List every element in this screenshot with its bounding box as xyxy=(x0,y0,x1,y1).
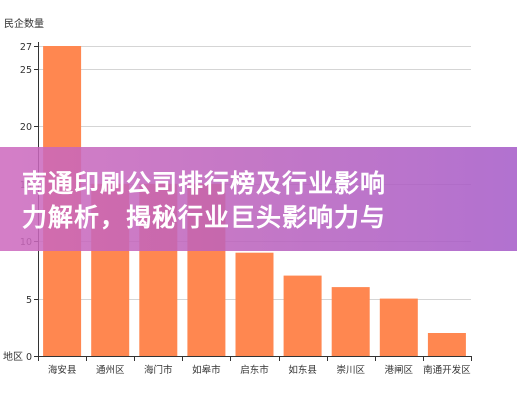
x-tick-label: 港闸区 xyxy=(385,364,414,376)
y-tick-label: 0 xyxy=(26,352,32,363)
x-tick-label: 如皋市 xyxy=(192,364,221,376)
y-tick-label: 20 xyxy=(20,122,32,133)
axes: 051015202527海安县通州区海门市如皋市启东市如东县崇川区港闸区南通开发… xyxy=(20,42,472,376)
y-tick-label: 25 xyxy=(20,65,32,76)
x-tick-label: 如东县 xyxy=(288,364,317,376)
bar-崇川区 xyxy=(331,287,370,356)
bar-南通开发区 xyxy=(427,333,466,356)
bar-启东市 xyxy=(235,252,274,356)
overlay-title-line-2: 力解析，揭秘行业巨头影响力与 xyxy=(22,203,387,232)
x-axis-name: 地区 xyxy=(3,350,23,363)
bar-如东县 xyxy=(283,275,322,356)
overlay-title: 南通印刷公司排行榜及行业影响 力解析，揭秘行业巨头影响力与 xyxy=(22,167,502,235)
y-tick-label: 27 xyxy=(20,42,32,53)
bar-港闸区 xyxy=(379,298,418,356)
x-tick-label: 南通开发区 xyxy=(423,364,471,376)
y-axis-label: 民企数量 xyxy=(4,17,44,30)
x-tick-label: 海安县 xyxy=(48,364,77,376)
y-tick-label: 5 xyxy=(26,295,32,306)
x-tick-label: 通州区 xyxy=(96,365,125,376)
title-banner xyxy=(0,147,517,251)
x-tick-label: 崇川区 xyxy=(336,365,365,376)
x-tick-label: 启东市 xyxy=(240,364,269,376)
overlay-title-line-1: 南通印刷公司排行榜及行业影响 xyxy=(22,169,387,198)
x-tick-label: 海门市 xyxy=(144,364,173,376)
